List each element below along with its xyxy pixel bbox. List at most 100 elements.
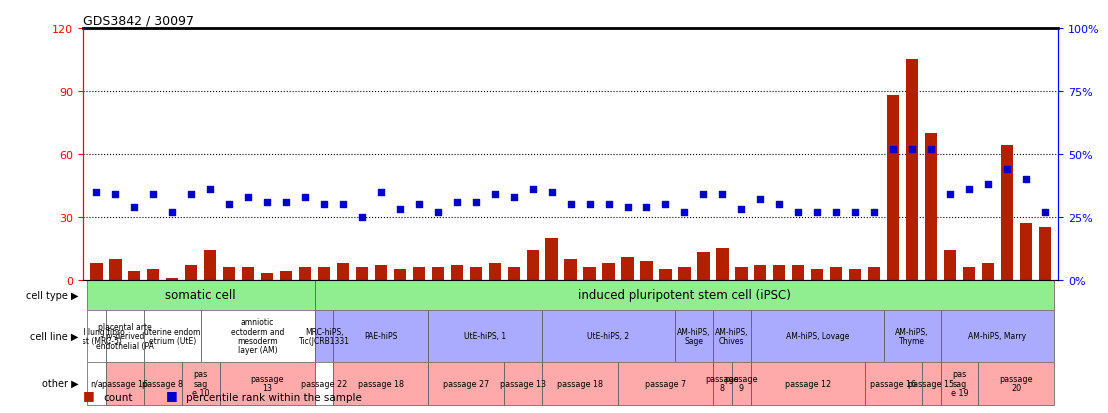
Bar bbox=[86, 362, 106, 405]
Bar bbox=[356, 267, 368, 280]
Bar bbox=[129, 272, 141, 280]
Bar bbox=[659, 269, 671, 280]
Point bbox=[239, 194, 257, 200]
Bar bbox=[204, 251, 216, 280]
Text: passage 27: passage 27 bbox=[443, 379, 490, 388]
Text: fetal lung fibro
blast (MRC-5): fetal lung fibro blast (MRC-5) bbox=[68, 327, 125, 345]
Bar bbox=[299, 267, 311, 280]
Bar bbox=[545, 238, 557, 280]
Bar bbox=[792, 265, 804, 280]
Point bbox=[809, 209, 827, 216]
Bar bbox=[166, 278, 178, 280]
Point bbox=[125, 204, 143, 211]
Point bbox=[676, 209, 694, 216]
Text: UtE-hiPS, 2: UtE-hiPS, 2 bbox=[587, 331, 629, 340]
Text: percentile rank within the sample: percentile rank within the sample bbox=[186, 392, 362, 402]
Bar bbox=[618, 362, 712, 405]
Bar bbox=[906, 60, 919, 280]
Text: cell line ▶: cell line ▶ bbox=[30, 331, 79, 341]
Point bbox=[581, 201, 598, 208]
Bar bbox=[315, 280, 1055, 310]
Text: n/a: n/a bbox=[90, 379, 103, 388]
Point bbox=[903, 146, 921, 153]
Bar bbox=[86, 310, 106, 362]
Text: count: count bbox=[103, 392, 133, 402]
Point bbox=[618, 204, 636, 211]
Bar bbox=[712, 310, 751, 362]
Point bbox=[353, 214, 371, 221]
Text: passage
13: passage 13 bbox=[250, 374, 284, 392]
Bar bbox=[315, 362, 334, 405]
Bar bbox=[542, 362, 618, 405]
Bar bbox=[751, 362, 864, 405]
Text: GDS3842 / 30097: GDS3842 / 30097 bbox=[83, 15, 194, 28]
Point bbox=[391, 206, 409, 213]
Bar bbox=[90, 263, 103, 280]
Bar bbox=[922, 362, 941, 405]
Bar bbox=[470, 267, 482, 280]
Bar bbox=[963, 267, 975, 280]
Text: passage 16: passage 16 bbox=[102, 379, 147, 388]
Point bbox=[202, 186, 219, 193]
Point bbox=[922, 146, 940, 153]
Point bbox=[144, 191, 162, 198]
Bar bbox=[864, 362, 922, 405]
Bar bbox=[849, 269, 861, 280]
Text: UtE-hiPS, 1: UtE-hiPS, 1 bbox=[464, 331, 506, 340]
Bar bbox=[736, 267, 748, 280]
Text: placental arte
ry-derived
endothelial (PA: placental arte ry-derived endothelial (P… bbox=[96, 322, 154, 350]
Bar bbox=[144, 362, 182, 405]
Text: passage 22: passage 22 bbox=[301, 379, 347, 388]
Text: amniotic
ectoderm and
mesoderm
layer (AM): amniotic ectoderm and mesoderm layer (AM… bbox=[230, 318, 285, 354]
Text: cell type ▶: cell type ▶ bbox=[25, 290, 79, 300]
Point bbox=[163, 209, 181, 216]
Bar bbox=[941, 362, 978, 405]
Point bbox=[847, 209, 864, 216]
Bar bbox=[451, 265, 463, 280]
Bar bbox=[106, 310, 144, 362]
Text: passage 16: passage 16 bbox=[870, 379, 916, 388]
Text: passage
20: passage 20 bbox=[999, 374, 1033, 392]
Text: passage
9: passage 9 bbox=[725, 374, 758, 392]
Point bbox=[961, 186, 978, 193]
Point bbox=[88, 189, 105, 195]
Text: passage
8: passage 8 bbox=[706, 374, 739, 392]
Bar bbox=[830, 267, 842, 280]
Point bbox=[258, 199, 276, 205]
Point bbox=[828, 209, 845, 216]
Bar bbox=[432, 267, 444, 280]
Bar bbox=[182, 362, 219, 405]
Text: pas
sag
e 10: pas sag e 10 bbox=[192, 369, 209, 397]
Text: passage 8: passage 8 bbox=[142, 379, 183, 388]
Point bbox=[732, 206, 750, 213]
Point bbox=[998, 166, 1016, 173]
Point bbox=[315, 201, 332, 208]
Point bbox=[277, 199, 295, 205]
Bar bbox=[603, 263, 615, 280]
Point bbox=[183, 191, 201, 198]
Bar bbox=[944, 251, 956, 280]
Text: somatic cell: somatic cell bbox=[165, 289, 236, 301]
Bar bbox=[201, 310, 315, 362]
Text: AM-hiPS, Lovage: AM-hiPS, Lovage bbox=[786, 331, 849, 340]
Bar bbox=[393, 269, 406, 280]
Bar bbox=[375, 265, 387, 280]
Bar bbox=[622, 257, 634, 280]
Point bbox=[106, 191, 124, 198]
Point bbox=[770, 201, 788, 208]
Bar bbox=[526, 251, 538, 280]
Text: pas
sag
e 19: pas sag e 19 bbox=[951, 369, 968, 397]
Point bbox=[220, 201, 238, 208]
Bar bbox=[1001, 146, 1013, 280]
Bar bbox=[429, 362, 504, 405]
Text: uterine endom
etrium (UtE): uterine endom etrium (UtE) bbox=[144, 327, 201, 345]
Bar bbox=[334, 310, 429, 362]
Point bbox=[429, 209, 447, 216]
Text: ■: ■ bbox=[166, 388, 178, 401]
Bar bbox=[811, 269, 823, 280]
Bar bbox=[716, 249, 729, 280]
Bar bbox=[489, 263, 501, 280]
Point bbox=[372, 189, 390, 195]
Point bbox=[335, 201, 352, 208]
Bar bbox=[584, 267, 596, 280]
